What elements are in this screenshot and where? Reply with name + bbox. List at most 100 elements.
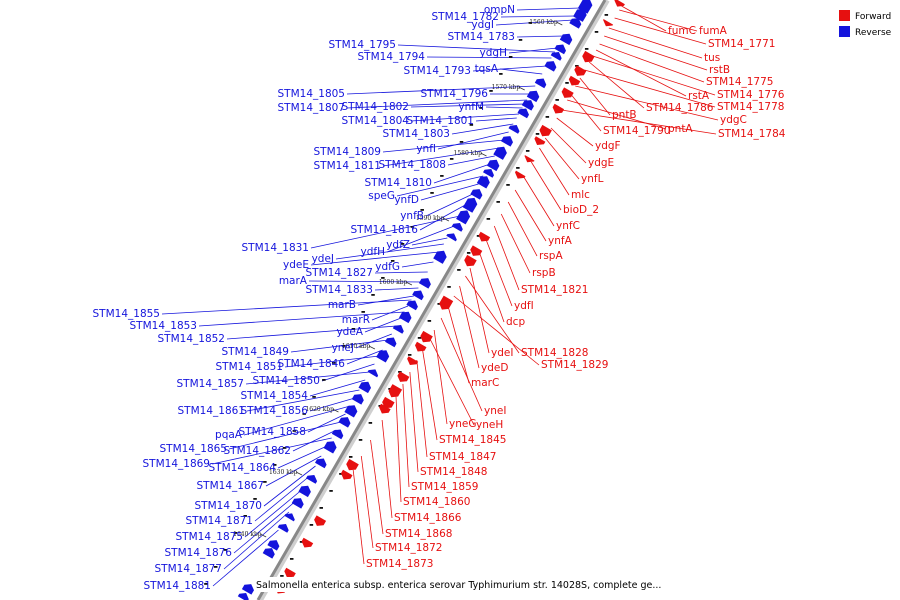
reverse-gene-label: STM14_1851 bbox=[216, 361, 283, 373]
reverse-leader-line bbox=[508, 47, 558, 54]
forward-gene-arrow bbox=[524, 155, 535, 163]
reverse-leader-line bbox=[495, 19, 574, 26]
reverse-leader-line bbox=[382, 147, 500, 167]
reverse-gene-label: ydeA bbox=[336, 326, 363, 338]
reverse-leader-line bbox=[425, 193, 473, 217]
forward-leader-line bbox=[381, 419, 393, 519]
reverse-gene-arrow bbox=[508, 125, 520, 134]
forward-gene-arrow bbox=[603, 19, 614, 27]
reverse-track-tick bbox=[361, 311, 365, 313]
reverse-gene-arrow bbox=[534, 78, 547, 89]
reverse-leader-line bbox=[310, 215, 461, 249]
forward-leader-line bbox=[621, 5, 667, 32]
reverse-gene-label: ydfG bbox=[375, 261, 400, 273]
forward-gene-arrow bbox=[379, 403, 391, 414]
reverse-leader-line bbox=[437, 131, 509, 150]
forward-gene-arrow bbox=[346, 458, 359, 471]
reverse-leader-line bbox=[475, 117, 517, 122]
reverse-gene-arrow bbox=[298, 485, 311, 498]
forward-gene-arrow bbox=[341, 469, 353, 480]
forward-track-tick bbox=[476, 235, 481, 237]
legend-forward-swatch bbox=[839, 10, 850, 21]
reverse-gene-label: STM14_1864 bbox=[209, 462, 277, 474]
reverse-leader-line bbox=[346, 99, 528, 109]
reverse-leader-line bbox=[410, 113, 520, 122]
reverse-gene-arrow bbox=[483, 169, 494, 178]
reverse-track-tick bbox=[449, 158, 454, 160]
reverse-gene-label: STM14_1850 bbox=[253, 375, 320, 387]
map-caption: Salmonella enterica subsp. enterica sero… bbox=[256, 580, 661, 591]
reverse-track-tick bbox=[213, 566, 218, 568]
forward-track-tick bbox=[535, 133, 540, 135]
forward-leader-line bbox=[556, 117, 594, 147]
reverse-track-tick bbox=[223, 549, 228, 551]
reverse-gene-arrow bbox=[550, 52, 562, 61]
reverse-gene-label: marR bbox=[342, 314, 370, 326]
reverse-gene-arrow bbox=[521, 100, 534, 111]
reverse-track-tick bbox=[331, 362, 336, 364]
reverse-leader-line bbox=[307, 413, 346, 433]
reverse-gene-label: STM14_1849 bbox=[222, 346, 289, 358]
forward-track-tick bbox=[496, 201, 500, 203]
forward-track-tick bbox=[368, 422, 373, 424]
forward-track-tick bbox=[437, 303, 441, 305]
forward-leader-line bbox=[416, 359, 428, 458]
forward-gene-label: pntA bbox=[668, 123, 693, 135]
reverse-leader-line bbox=[419, 203, 468, 231]
reverse-track-tick bbox=[410, 226, 415, 228]
forward-gene-label: ydeI bbox=[491, 347, 513, 359]
reverse-gene-arrow bbox=[451, 223, 463, 232]
forward-gene-label: STM14_1847 bbox=[429, 451, 496, 463]
forward-gene-label: ydgC bbox=[720, 114, 747, 126]
reverse-gene-label: STM14_1877 bbox=[155, 563, 222, 575]
forward-leader-line bbox=[575, 85, 719, 121]
forward-leader-line bbox=[579, 77, 611, 116]
reverse-gene-label: STM14_1811 bbox=[314, 160, 381, 172]
reverse-leader-line bbox=[228, 421, 342, 450]
reverse-track-tick bbox=[528, 22, 533, 24]
reverse-gene-arrow bbox=[412, 290, 424, 301]
reverse-gene-arrow bbox=[376, 350, 390, 363]
reverse-track-tick bbox=[499, 73, 503, 75]
forward-track-tick bbox=[584, 48, 589, 50]
reverse-gene-label: STM14_1853 bbox=[130, 320, 197, 332]
kbp-tick-label: 1570 kbp bbox=[492, 84, 521, 91]
forward-track-tick bbox=[417, 337, 422, 339]
forward-gene-arrow bbox=[439, 295, 454, 310]
forward-gene-arrow bbox=[464, 254, 477, 267]
reverse-gene-arrow bbox=[526, 90, 540, 103]
reverse-gene-arrow bbox=[433, 250, 447, 264]
reverse-track-tick bbox=[381, 277, 385, 279]
reverse-leader-line bbox=[374, 271, 428, 274]
reverse-gene-arrow bbox=[554, 44, 566, 55]
forward-gene-label: yneG bbox=[449, 418, 476, 430]
forward-leader-line bbox=[465, 275, 520, 354]
reverse-track-tick bbox=[322, 379, 326, 381]
reverse-track-tick bbox=[400, 243, 405, 245]
reverse-gene-arrow bbox=[315, 458, 327, 469]
reverse-track-tick bbox=[459, 141, 464, 143]
kbp-tick-mark bbox=[405, 281, 413, 286]
reverse-gene-arrow bbox=[569, 18, 582, 29]
reverse-gene-label: STM14_1783 bbox=[448, 31, 515, 43]
legend: Forward Reverse bbox=[839, 10, 892, 38]
kbp-tick-label: 1590 kbp bbox=[416, 215, 445, 222]
reverse-gene-arrow bbox=[344, 405, 358, 418]
forward-track-tick bbox=[319, 507, 323, 509]
forward-gene-label: mlc bbox=[571, 189, 590, 201]
reverse-track-tick bbox=[302, 413, 306, 415]
forward-gene-arrow bbox=[568, 75, 581, 86]
forward-gene-label: ydgF bbox=[595, 140, 621, 152]
forward-gene-arrow bbox=[515, 170, 526, 179]
reverse-gene-label: STM14_1856 bbox=[241, 405, 309, 417]
forward-leader-line bbox=[459, 285, 480, 369]
kbp-tick-mark bbox=[332, 408, 339, 413]
forward-gene-arrow bbox=[552, 103, 565, 114]
reverse-track-tick bbox=[390, 260, 395, 262]
reverse-gene-label: speG bbox=[368, 190, 395, 202]
forward-gene-arrow bbox=[415, 341, 427, 352]
forward-gene-label: STM14_1771 bbox=[708, 38, 775, 50]
reverse-leader-line bbox=[411, 237, 448, 246]
forward-leader-line bbox=[360, 455, 374, 549]
forward-track-tick bbox=[329, 490, 333, 492]
